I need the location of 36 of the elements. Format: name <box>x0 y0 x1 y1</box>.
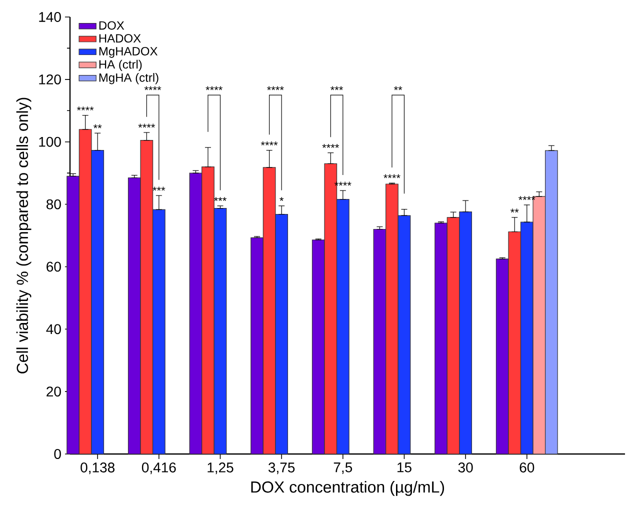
annotation: ** <box>93 124 102 128</box>
y-tick-label: 140 <box>39 12 61 22</box>
x-tick-label: 3,75 <box>268 462 295 474</box>
y-tick-label: 60 <box>46 262 61 272</box>
annotation: **** <box>206 86 223 90</box>
y-tick-label: 20 <box>46 386 61 397</box>
annotation: **** <box>76 106 94 110</box>
annotation: * <box>280 197 284 201</box>
annotation: *** <box>330 86 344 90</box>
legend-label: MgHA (ctrl) <box>99 73 158 84</box>
annotation: **** <box>267 86 284 90</box>
x-tick-label: 7,5 <box>334 462 352 474</box>
x-axis-title: DOX concentration (µg/mL) <box>251 480 444 496</box>
x-tick-label: 1,25 <box>208 462 234 474</box>
y-tick-label: 80 <box>46 199 61 210</box>
legend-label: DOX <box>99 21 124 30</box>
legend-label: MgHADOX <box>99 46 158 58</box>
annotation: **** <box>322 144 340 148</box>
y-tick-label: 40 <box>46 324 61 334</box>
y-tick-label: 120 <box>39 74 61 84</box>
x-tick-label: 15 <box>398 462 412 472</box>
y-tick-label: 0 <box>54 449 61 459</box>
y-axis-title: Cell viability % (compared to cells only) <box>16 98 32 374</box>
annotation: **** <box>138 124 156 128</box>
x-tick-label: 0,138 <box>80 462 115 474</box>
x-tick-label: 60 <box>520 462 534 472</box>
annotation: ** <box>394 86 402 90</box>
x-tick-label: 0,416 <box>142 462 176 474</box>
annotation: **** <box>260 142 278 146</box>
annotation: ** <box>510 208 519 212</box>
y-tick-label: 100 <box>39 136 61 147</box>
legend-label: HA (ctrl) <box>99 60 142 72</box>
annotation: **** <box>144 86 162 90</box>
legend-label: HADOX <box>99 34 141 43</box>
x-tick-label: 30 <box>458 462 473 472</box>
annotation: **** <box>384 174 400 178</box>
